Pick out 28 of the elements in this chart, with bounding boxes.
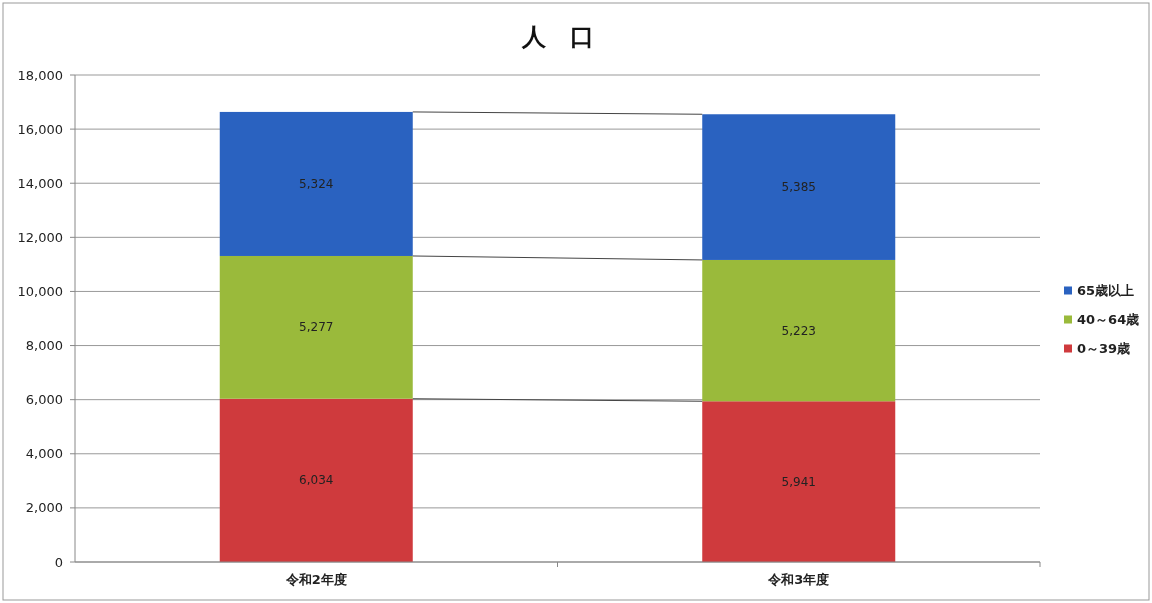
data-label: 5,941	[781, 474, 816, 489]
y-tick-label: 2,000	[25, 500, 63, 516]
chart-title: 人 口	[520, 23, 594, 51]
y-tick-label: 8,000	[25, 338, 63, 354]
y-tick-label: 14,000	[17, 175, 63, 191]
bar	[219, 255, 413, 399]
data-label: 5,324	[299, 176, 334, 191]
x-tick-label: 令和2年度	[284, 572, 347, 587]
legend-label: 40～64歳	[1077, 312, 1140, 327]
bar	[219, 398, 413, 562]
bar	[219, 111, 413, 256]
y-tick-label: 6,000	[25, 392, 63, 408]
y-tick-label: 18,000	[17, 67, 63, 83]
y-tick-label: 4,000	[25, 446, 63, 462]
bar	[702, 401, 896, 562]
y-tick-label: 16,000	[17, 121, 63, 137]
legend-label: 65歳以上	[1077, 283, 1135, 298]
y-tick-label: 0	[54, 554, 63, 570]
y-tick-label: 12,000	[17, 229, 63, 245]
data-label: 5,223	[781, 323, 816, 338]
data-label: 5,277	[299, 320, 334, 335]
data-label: 5,385	[781, 180, 816, 195]
x-tick-label: 令和3年度	[767, 572, 830, 587]
bar	[702, 259, 896, 402]
data-label: 6,034	[299, 473, 334, 488]
y-tick-label: 10,000	[17, 283, 63, 299]
legend-label: 0～39歳	[1077, 341, 1131, 356]
bar	[702, 114, 896, 260]
